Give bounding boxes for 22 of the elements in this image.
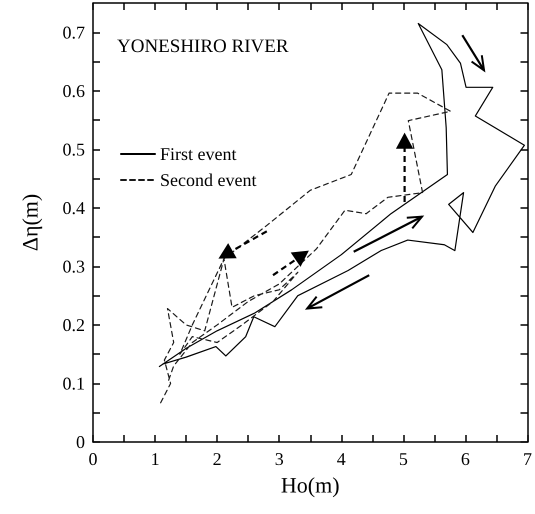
- y-tick-label: 0.7: [62, 22, 85, 42]
- x-tick-label: 3: [274, 449, 284, 469]
- x-axis-title: Ho(m): [280, 472, 340, 498]
- y-axis-title: Δη(m): [18, 194, 42, 252]
- y-tick-label: 0.1: [62, 373, 85, 394]
- x-tick-label: 2: [212, 449, 222, 469]
- legend-label: First event: [160, 144, 236, 164]
- y-tick-label: 0.5: [62, 139, 85, 160]
- x-tick-label: 1: [150, 449, 160, 469]
- x-tick-label: 6: [460, 449, 470, 469]
- x-tick-label: 0: [88, 449, 98, 469]
- x-tick-label: 4: [336, 449, 346, 469]
- y-tick-label: 0.6: [62, 80, 85, 101]
- text: YONESHIRO RIVER: [117, 36, 289, 57]
- legend-label: Second event: [160, 170, 256, 190]
- y-tick-label: 0: [76, 432, 85, 452]
- y-tick-label: 0.2: [62, 314, 85, 335]
- y-tick-label: 0.3: [62, 256, 85, 276]
- x-tick-label: 7: [523, 449, 532, 469]
- x-tick-label: 5: [398, 449, 408, 469]
- line-series: [160, 92, 452, 404]
- y-tick-label: 0.4: [62, 198, 85, 218]
